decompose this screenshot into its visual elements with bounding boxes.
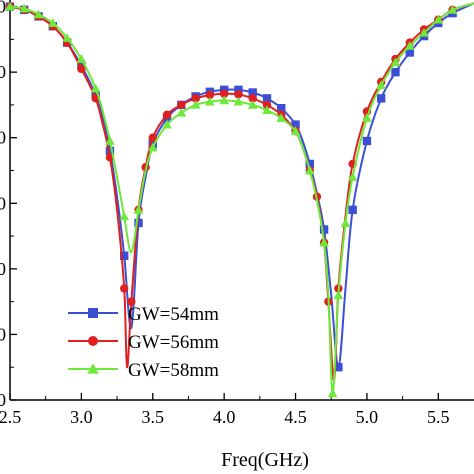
triangle-marker [304, 165, 315, 175]
circle-marker [248, 94, 257, 103]
triangle-marker [219, 95, 229, 105]
triangle-marker [340, 218, 351, 227]
legend-label: GW=56mm [128, 332, 219, 353]
triangle-marker [62, 33, 72, 42]
y-tick-label: 30 [0, 193, 6, 213]
series-layer [5, 1, 474, 398]
legend-item: GW=58mm [68, 360, 219, 381]
triangle-marker [119, 211, 130, 221]
x-tick-label: 4.0 [213, 407, 236, 427]
triangle-marker [404, 41, 415, 50]
triangle-marker [19, 3, 30, 13]
triangle-marker [419, 27, 429, 37]
square-marker [405, 48, 414, 57]
square-marker [291, 120, 300, 129]
series-3 [5, 1, 474, 398]
triangle-marker [390, 57, 401, 67]
circle-marker [77, 64, 86, 74]
legend-label: GW=58mm [128, 360, 219, 381]
circle-marker [262, 100, 272, 110]
y-tick-label: 40 [0, 259, 6, 279]
axes: 2.5 3.0 3.5 4.0 4.5 5.0 5.5 0 10 20 30 40 50 60 [0, 0, 474, 427]
y-tick-label: 0 [0, 0, 6, 17]
y-tick-label: 50 [0, 324, 6, 344]
triangle-marker [190, 100, 201, 109]
triangle-marker [247, 100, 258, 109]
y-tick-label: 20 [0, 128, 6, 148]
circle-marker [120, 284, 129, 293]
square-marker [262, 94, 272, 103]
legend-item: GW=56mm [68, 332, 219, 353]
circle-marker [127, 297, 136, 306]
x-tick-label: 3.5 [142, 407, 165, 427]
circle-marker [219, 89, 229, 98]
triangle-marker [362, 113, 372, 122]
x-tick-label: 5.0 [356, 407, 379, 427]
x-axis-label: Freq(GHz) [221, 449, 309, 471]
triangle-marker [433, 14, 444, 24]
triangle-marker [262, 105, 272, 115]
square-marker [120, 251, 129, 260]
square-marker [277, 103, 286, 113]
triangle-marker [233, 96, 244, 106]
triangle-marker [147, 142, 158, 152]
triangle-marker [48, 18, 58, 27]
triangle-marker [76, 54, 87, 63]
square-marker [319, 225, 329, 234]
triangle-marker [87, 363, 99, 374]
circle-marker [88, 336, 98, 346]
triangle-marker [327, 388, 338, 398]
y-tick-label: 10 [0, 62, 6, 82]
legend-item: GW=54mm [68, 304, 219, 325]
legend: GW=54mm GW=56mm GW=58mm [68, 304, 219, 381]
triangle-marker [205, 96, 215, 106]
square-marker [391, 67, 400, 77]
square-marker [234, 85, 243, 95]
triangle-marker [290, 126, 301, 136]
triangle-marker [333, 290, 344, 299]
x-tick-label: 2.5 [0, 407, 21, 427]
circle-marker [148, 133, 157, 142]
x-tick-label: 3.0 [70, 407, 93, 427]
triangle-marker [176, 107, 187, 117]
square-marker [305, 159, 315, 169]
triangle-marker [376, 80, 387, 90]
square-marker [88, 308, 98, 318]
square-marker [377, 94, 386, 103]
triangle-marker [105, 136, 115, 145]
circle-marker [177, 100, 186, 110]
square-marker [105, 146, 115, 156]
triangle-marker [133, 205, 144, 214]
triangle-marker [5, 1, 15, 11]
y-tick-label: 60 [0, 390, 6, 410]
x-tick-label: 4.5 [284, 407, 307, 427]
x-tick-label: 5.5 [427, 407, 450, 427]
circle-marker [205, 90, 215, 100]
square-marker [248, 88, 257, 97]
circle-marker [191, 94, 200, 103]
triangle-marker [33, 9, 44, 19]
square-marker [348, 205, 357, 215]
square-marker [362, 136, 372, 146]
triangle-marker [162, 119, 172, 129]
legend-label: GW=54mm [128, 304, 219, 325]
triangle-marker [276, 113, 287, 122]
triangle-marker [319, 237, 329, 247]
circle-marker [234, 90, 243, 99]
triangle-marker [447, 5, 458, 14]
triangle-marker [347, 172, 358, 181]
circle-marker [162, 110, 172, 119]
square-marker [134, 218, 143, 228]
triangle-marker [90, 83, 101, 93]
square-marker [334, 363, 343, 372]
